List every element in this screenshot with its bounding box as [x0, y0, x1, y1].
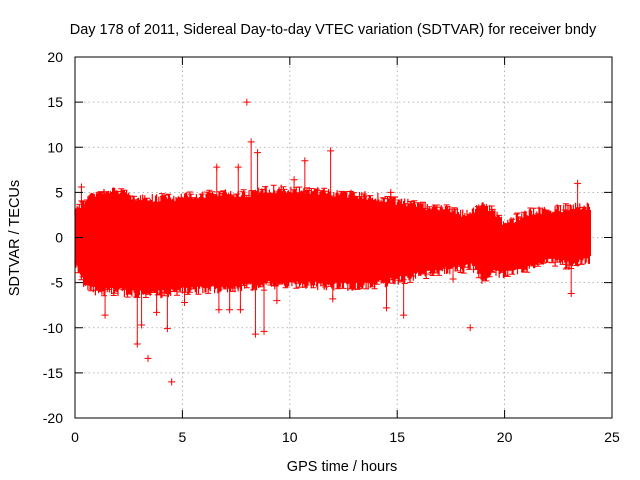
plus-marker — [168, 378, 176, 386]
plus-marker — [574, 179, 582, 187]
plus-marker — [449, 275, 457, 283]
data-point — [236, 283, 244, 314]
plus-marker — [236, 306, 244, 314]
data-points — [77, 98, 582, 386]
data-point — [301, 157, 309, 195]
plus-marker — [382, 304, 390, 312]
data-point — [327, 147, 335, 198]
data-point — [247, 138, 255, 198]
plot-area — [74, 184, 591, 299]
plus-marker — [329, 295, 337, 303]
x-tick-label: 5 — [179, 429, 187, 445]
plus-marker — [144, 354, 152, 362]
plus-marker — [181, 298, 189, 306]
data-point — [382, 278, 390, 312]
x-tick-labels: 0 5 10 15 20 25 — [71, 429, 620, 445]
data-point — [213, 163, 221, 198]
plus-marker — [400, 311, 408, 319]
y-tick-label: 5 — [55, 184, 63, 200]
plus-marker — [234, 163, 242, 171]
y-axis-label: SDTVAR / TECUs — [7, 180, 23, 296]
x-axis-label: GPS time / hours — [287, 459, 397, 475]
y-tick-label: 0 — [55, 230, 63, 246]
y-tick-label: -15 — [43, 365, 63, 381]
y-tick-label: 15 — [47, 94, 63, 110]
data-point — [153, 289, 161, 316]
x-tick-label: 10 — [282, 429, 298, 445]
plus-marker — [163, 325, 171, 333]
plus-marker — [133, 340, 141, 348]
plus-marker — [101, 311, 109, 319]
plus-marker — [301, 157, 309, 165]
data-point — [329, 281, 337, 303]
plus-marker — [290, 176, 298, 184]
data-point — [251, 281, 259, 338]
data-point — [234, 163, 242, 198]
plus-marker — [466, 324, 474, 332]
y-tick-label: -5 — [51, 275, 64, 291]
y-tick-label: -10 — [43, 320, 63, 336]
x-tick-label: 25 — [604, 429, 620, 445]
data-point — [574, 179, 582, 212]
data-point — [449, 265, 457, 283]
data-point — [387, 188, 395, 205]
data-point — [101, 287, 109, 319]
chart-title: Day 178 of 2011, Sidereal Day-to-day VTE… — [70, 22, 597, 38]
data-point — [400, 274, 408, 319]
plus-marker — [226, 306, 234, 314]
plus-marker — [153, 308, 161, 316]
y-tick-label: 10 — [47, 139, 63, 155]
data-point — [466, 324, 474, 332]
plus-marker — [251, 330, 259, 338]
plus-marker — [243, 98, 251, 106]
data-band-edge-markers — [75, 184, 589, 298]
data-point — [181, 286, 189, 306]
axis-ticks — [74, 56, 613, 419]
plus-marker — [138, 321, 146, 329]
data-point — [138, 289, 146, 329]
data-point — [290, 176, 298, 194]
y-tick-label: 20 — [47, 49, 63, 65]
data-point — [168, 378, 176, 386]
data-point — [133, 289, 141, 348]
data-point — [273, 280, 281, 305]
data-band — [74, 192, 591, 291]
plus-marker — [567, 289, 575, 297]
data-point — [243, 98, 251, 106]
plus-marker — [327, 147, 335, 155]
data-point — [567, 260, 575, 297]
plus-marker — [387, 188, 395, 196]
x-tick-label: 15 — [389, 429, 405, 445]
data-point — [226, 284, 234, 314]
plus-marker — [213, 163, 221, 171]
data-point — [144, 354, 152, 362]
data-point — [215, 284, 223, 314]
y-tick-labels: -20 -15 -10 -5 0 5 10 15 20 — [43, 49, 63, 426]
plus-marker — [77, 183, 85, 191]
plus-marker — [215, 306, 223, 314]
data-point — [254, 149, 262, 197]
data-point — [77, 183, 85, 208]
plus-marker — [273, 297, 281, 305]
plus-marker — [260, 327, 268, 335]
data-point — [163, 289, 171, 333]
plus-marker — [247, 138, 255, 146]
plus-marker — [254, 149, 262, 157]
data-point — [260, 281, 268, 335]
x-tick-label: 0 — [71, 429, 79, 445]
y-tick-label: -20 — [43, 410, 63, 426]
x-tick-label: 20 — [497, 429, 513, 445]
